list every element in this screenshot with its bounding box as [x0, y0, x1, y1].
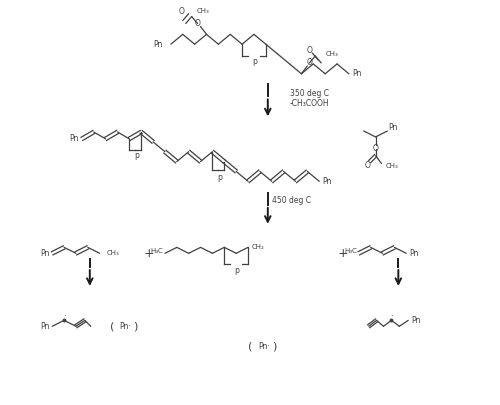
Text: O: O — [372, 144, 378, 153]
Text: Pn: Pn — [322, 177, 332, 186]
Text: Pn·: Pn· — [120, 322, 131, 331]
Text: Pn: Pn — [154, 40, 163, 49]
Text: Pn: Pn — [352, 69, 361, 78]
Text: Pn: Pn — [40, 322, 50, 331]
Text: ): ) — [134, 321, 138, 331]
Text: +: + — [144, 247, 154, 260]
Text: CH₃: CH₃ — [106, 250, 120, 256]
Text: Pn: Pn — [70, 134, 79, 143]
Text: CH₃: CH₃ — [325, 51, 338, 57]
Text: O: O — [306, 58, 312, 68]
Text: p: p — [134, 151, 138, 160]
Text: p: p — [234, 266, 240, 275]
Text: O: O — [194, 19, 200, 28]
Text: 450 deg C: 450 deg C — [272, 196, 311, 205]
Text: O: O — [364, 161, 370, 170]
Text: Pn: Pn — [40, 249, 50, 258]
Text: CH₃: CH₃ — [386, 162, 398, 168]
Text: CH₃: CH₃ — [196, 8, 209, 14]
Text: O: O — [179, 7, 184, 16]
Text: (: ( — [248, 341, 252, 351]
Text: H₃C: H₃C — [150, 248, 163, 254]
Text: (: ( — [110, 321, 114, 331]
Text: ): ) — [272, 341, 276, 351]
Text: Pn: Pn — [409, 249, 418, 258]
Text: 350 deg C: 350 deg C — [290, 89, 329, 98]
Text: H₃C: H₃C — [344, 248, 357, 254]
Text: ·: · — [390, 312, 392, 321]
Text: +: + — [338, 247, 348, 260]
Text: Pn·: Pn· — [258, 341, 270, 350]
Text: p: p — [252, 58, 258, 66]
Text: p: p — [217, 173, 222, 182]
Text: O: O — [306, 46, 312, 55]
Text: ·: · — [63, 312, 66, 321]
Text: -CH₃COOH: -CH₃COOH — [290, 99, 329, 108]
Text: CH₂: CH₂ — [252, 244, 265, 250]
Text: Pn: Pn — [411, 316, 420, 325]
Text: Pn: Pn — [388, 123, 398, 132]
